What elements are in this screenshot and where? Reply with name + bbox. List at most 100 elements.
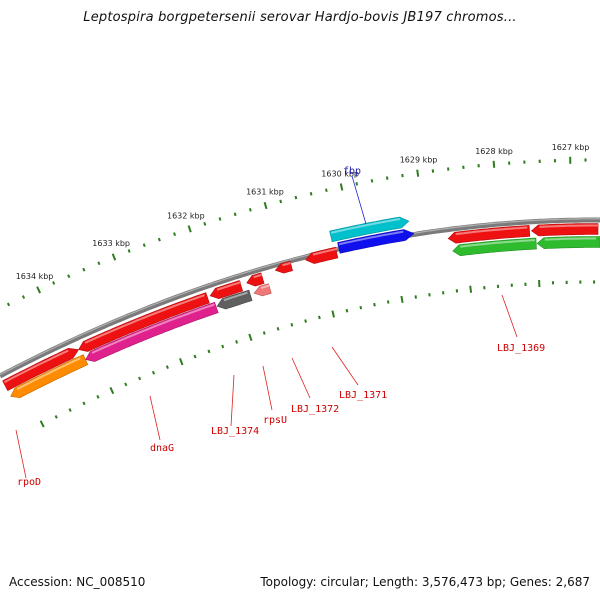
minor-tick	[355, 181, 359, 186]
gene-blue	[337, 229, 415, 254]
gene-red-3	[209, 280, 244, 300]
minor-tick	[21, 295, 26, 299]
major-tick	[400, 295, 404, 303]
minor-tick	[233, 212, 237, 217]
major-tick	[469, 285, 473, 293]
minor-tick	[385, 176, 389, 180]
tick-label: 1628 kbp	[475, 147, 513, 156]
callout-line	[149, 395, 161, 441]
topology-summary: Topology: circular; Length: 3,576,473 bp…	[260, 575, 590, 589]
gene-LBJ_1369	[452, 237, 537, 257]
minor-tick	[127, 249, 131, 253]
gene-green-2-shine	[544, 237, 596, 241]
major-tick	[331, 310, 335, 318]
gene-LBJ_1374	[216, 289, 253, 310]
minor-tick	[142, 243, 146, 248]
major-tick	[263, 201, 268, 210]
tick-label: 1631 kbp	[246, 187, 284, 196]
gene-label-dnaG: dnaG	[150, 443, 174, 454]
gene-fbp-body	[329, 216, 410, 243]
minor-tick	[82, 267, 86, 272]
gene-rpsU	[253, 283, 272, 297]
gene-green-2	[536, 236, 600, 250]
minor-tick	[151, 370, 156, 375]
major-tick	[187, 225, 192, 233]
minor-tick	[345, 308, 349, 313]
minor-tick	[325, 188, 328, 193]
minor-tick	[235, 339, 239, 344]
gene-dnaG-shine	[91, 303, 215, 354]
scale-tick-labels: 1634 kbp 1633 kbp 1632 kbp 1631 kbp 1630 kbp…	[16, 143, 590, 281]
gene-red-7	[447, 225, 531, 244]
gene-blue-shine	[338, 230, 404, 246]
gene-red-2-shine	[84, 294, 205, 344]
minor-tick	[359, 305, 363, 310]
minor-tick	[6, 302, 11, 307]
gene-fbp-shine	[330, 218, 401, 234]
gene-label-fbp: fbp	[343, 166, 361, 177]
gene-LBJ_1374-shine	[223, 291, 248, 302]
gene-LBJ_1369-shine	[460, 239, 536, 248]
callout-fbp	[351, 175, 367, 225]
backbone-line	[0, 217, 600, 379]
callout-line	[230, 374, 235, 427]
tick-label: 1627 kbp	[552, 143, 590, 152]
gene-LBJ_1369-body	[452, 237, 537, 257]
major-tick	[109, 386, 115, 395]
gene-red-6-shine	[312, 247, 338, 256]
minor-tick	[124, 382, 128, 387]
chromosome-backbone	[0, 217, 600, 379]
gene-red-1	[2, 347, 80, 392]
minor-tick	[165, 365, 169, 369]
callout-line	[262, 365, 273, 411]
gene-features	[2, 216, 600, 399]
gene-dnaG	[85, 301, 219, 362]
major-tick	[39, 420, 45, 428]
major-tick	[416, 169, 420, 177]
gene-rpoD-shine	[16, 357, 81, 391]
minor-tick	[318, 315, 321, 320]
gene-callouts	[15, 175, 518, 479]
minor-tick	[68, 408, 72, 412]
minor-tick	[370, 179, 374, 183]
major-tick	[179, 358, 184, 366]
minor-tick	[67, 274, 71, 279]
gene-red-5-shine	[282, 262, 291, 267]
tick-label: 1632 kbp	[167, 212, 205, 221]
minor-tick	[52, 281, 56, 285]
minor-tick	[386, 300, 390, 304]
gene-label-rpoD: rpoD	[17, 477, 41, 488]
minor-tick	[82, 401, 86, 406]
tick-label: 1629 kbp	[400, 156, 438, 165]
tick-label: 1630 kbp	[321, 169, 359, 178]
gene-red-6	[305, 246, 339, 264]
map-title: Leptospira borgpetersenii serovar Hardjo…	[83, 10, 517, 25]
minor-tick	[290, 323, 294, 327]
minor-tick	[309, 191, 313, 196]
major-tick	[111, 253, 117, 261]
minor-tick	[401, 173, 404, 178]
minor-tick	[203, 221, 207, 226]
accession-text: Accession: NC_008510	[9, 575, 146, 589]
minor-tick	[193, 354, 197, 359]
callout-line	[331, 346, 359, 386]
minor-tick	[304, 319, 307, 323]
gene-label-LBJ_1374: LBJ_1374	[211, 426, 259, 437]
gene-label-rpsU: rpsU	[263, 415, 287, 426]
gene-red-4	[246, 272, 265, 287]
gene-rpsU-shine	[260, 284, 270, 289]
minor-tick	[428, 293, 431, 297]
minor-tick	[221, 344, 225, 349]
callout-line	[501, 294, 518, 338]
tick-label: 1633 kbp	[92, 239, 130, 248]
gene-dnaG-body	[85, 301, 219, 362]
minor-tick	[207, 349, 211, 354]
minor-tick	[248, 208, 252, 212]
minor-tick	[279, 199, 283, 204]
gene-red-8	[531, 223, 599, 237]
gene-red-1-body	[2, 347, 80, 392]
minor-tick	[173, 232, 177, 237]
minor-tick	[373, 302, 376, 307]
